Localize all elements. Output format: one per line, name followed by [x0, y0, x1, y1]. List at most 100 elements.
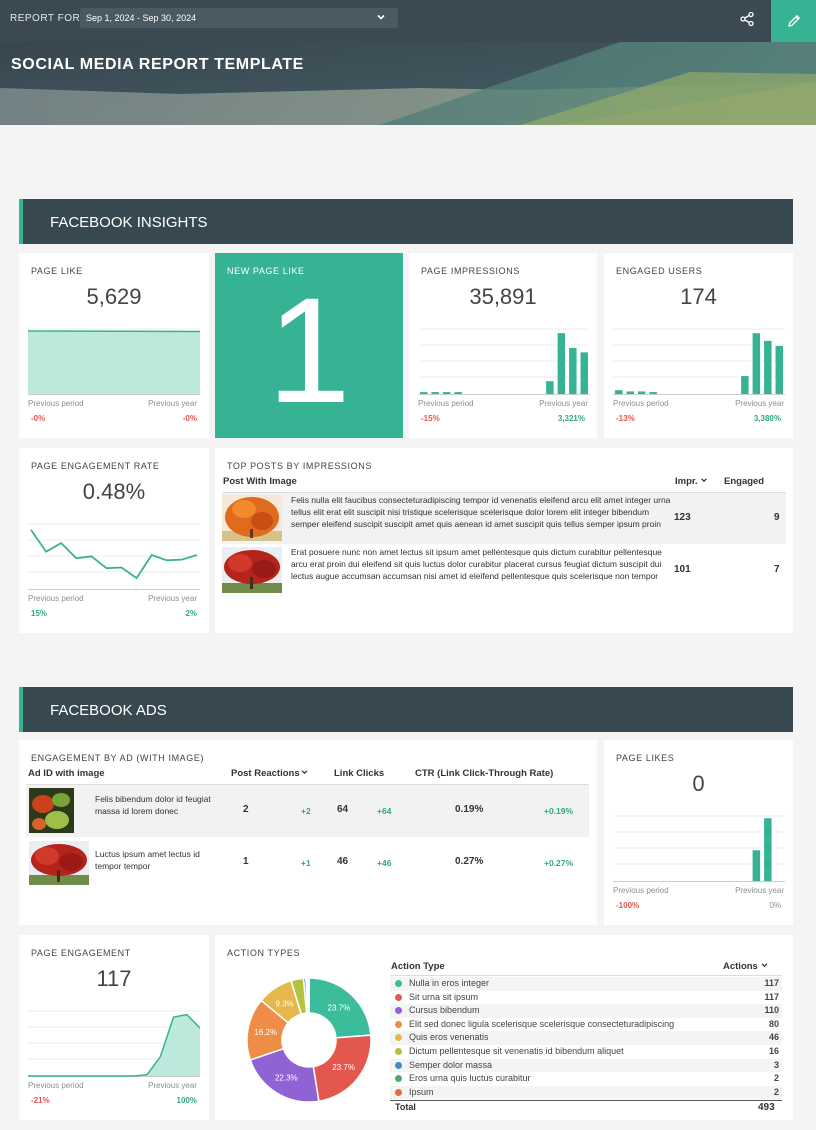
new-page-like-card: NEW PAGE LIKE 1: [215, 253, 403, 438]
column-header-impressions[interactable]: Impr.: [675, 476, 708, 487]
card-title: PAGE ENGAGEMENT RATE: [31, 461, 160, 471]
card-title: PAGE IMPRESSIONS: [421, 266, 520, 276]
bar: [442, 392, 451, 394]
previous-year-label: Previous year: [539, 399, 588, 408]
bar: [741, 376, 749, 394]
previous-year-change: 3,380%: [753, 414, 781, 423]
total-value: 493: [758, 1102, 775, 1113]
metric-value: 174: [680, 284, 717, 309]
share-icon: [740, 11, 754, 27]
column-header-label: Impr.: [675, 476, 698, 487]
date-range-select[interactable]: Sep 1, 2024 - Sep 30, 2024: [80, 8, 398, 28]
facebook-insights-header: FACEBOOK INSIGHTS: [19, 199, 793, 244]
previous-period-change: -13%: [616, 414, 635, 423]
action-type-label: Elit sed donec ligula scelerisque sceler…: [409, 1018, 675, 1029]
edit-button[interactable]: [771, 0, 816, 42]
post-text: Erat posuere nunc non amet lectus sit ip…: [291, 547, 662, 581]
action-type-label: Sit urna sit ipsum: [409, 991, 479, 1002]
action-type-row[interactable]: Eros urna quis luctus curabitur 2: [390, 1072, 782, 1086]
bar: [615, 390, 623, 394]
card-title: PAGE ENGAGEMENT: [31, 948, 131, 958]
legend-dot: [395, 1048, 402, 1055]
previous-period-change: -0%: [31, 414, 46, 423]
bar: [569, 347, 577, 394]
pie-label: 23.7%: [332, 1063, 355, 1072]
area-chart: [28, 328, 200, 395]
post-text: Felis nulla elit faucibus consecteturadi…: [291, 495, 671, 529]
previous-year-label: Previous year: [148, 594, 197, 603]
action-type-row[interactable]: Ipsum 2: [390, 1085, 782, 1100]
table-row[interactable]: Felis bibendum dolor id feugiat massa id…: [26, 785, 589, 837]
previous-period-change: -21%: [31, 1096, 50, 1105]
bar-chart: [418, 328, 590, 395]
page-like-card: PAGE LIKE 5,629 Previous period Previous…: [19, 253, 209, 438]
column-header-actions[interactable]: Actions: [723, 961, 769, 972]
impressions-value: 101: [674, 564, 691, 575]
action-type-row[interactable]: Elit sed donec ligula scelerisque sceler…: [390, 1018, 782, 1032]
share-button[interactable]: [732, 6, 762, 32]
bar: [752, 333, 761, 394]
ad-thumbnail: [29, 788, 74, 833]
report-for-label: REPORT FOR: [10, 13, 81, 24]
table-row[interactable]: Felis nulla elit faucibus consecteturadi…: [222, 493, 786, 544]
card-title: PAGE LIKE: [31, 266, 83, 276]
divider: [26, 784, 589, 785]
report-title: SOCIAL MEDIA REPORT TEMPLATE: [11, 56, 304, 73]
chevron-down-icon: [377, 14, 385, 20]
previous-period-label: Previous period: [418, 399, 474, 408]
column-header-ctr: CTR (Link Click-Through Rate): [415, 768, 554, 779]
action-type-value: 2: [773, 1086, 779, 1097]
ctr-delta: +0.27%: [544, 858, 574, 868]
legend-dot: [395, 1061, 402, 1069]
reactions-delta: +2: [301, 806, 311, 816]
action-type-row[interactable]: Quis eros venenatis 46: [390, 1031, 782, 1045]
action-type-value: 80: [768, 1018, 779, 1029]
ad-text: Felis bibendum dolor id feugiat massa id…: [95, 794, 211, 816]
action-type-row[interactable]: Nulla in eros integer 117: [390, 977, 782, 991]
card-title: PAGE LIKES: [616, 753, 675, 763]
table-row[interactable]: Luctus ipsum amet lectus id tempor tempo…: [26, 838, 589, 888]
column-header-post: Post With Image: [223, 476, 297, 487]
chevron-down-icon: [301, 770, 307, 775]
pie-slice: [249, 1047, 320, 1103]
card-title: TOP POSTS BY IMPRESSIONS: [227, 461, 372, 471]
action-type-value: 16: [768, 1046, 779, 1056]
previous-period-change: -15%: [421, 414, 440, 423]
total-label: Total: [395, 1102, 416, 1112]
pencil-icon: [787, 14, 800, 27]
column-header-engaged: Engaged: [724, 476, 765, 487]
action-type-row[interactable]: Dictum pellentesque sit venenatis id bib…: [390, 1045, 782, 1059]
previous-period-label: Previous period: [28, 1081, 84, 1090]
column-header-clicks: Link Clicks: [334, 768, 385, 779]
page-impressions-card: PAGE IMPRESSIONS 35,891 Previous period …: [409, 253, 597, 438]
date-range-value: Sep 1, 2024 - Sep 30, 2024: [86, 13, 197, 23]
legend-dot: [395, 993, 402, 1001]
banner-background: [0, 42, 816, 125]
impressions-value: 123: [674, 512, 691, 523]
pie-label: 9.3%: [276, 999, 294, 1008]
action-type-row[interactable]: Sit urna sit ipsum 117: [390, 991, 782, 1005]
engaged-value: 7: [774, 564, 780, 575]
action-type-row[interactable]: Cursus bibendum 110: [390, 1004, 782, 1018]
area-fill: [28, 1014, 200, 1076]
column-header-action-type: Action Type: [391, 961, 445, 972]
previous-period-label: Previous period: [28, 399, 84, 408]
pie-label: 16.2%: [254, 1028, 277, 1037]
table-row[interactable]: Erat posuere nunc non amet lectus sit ip…: [222, 545, 786, 596]
previous-year-change: 2%: [185, 609, 197, 618]
action-type-row[interactable]: Semper dolor massa 3: [390, 1058, 782, 1073]
previous-year-change: 3,321%: [557, 414, 585, 423]
pie-slice: [312, 1034, 372, 1103]
pie-label: 23.7%: [328, 1004, 351, 1013]
column-header-reactions[interactable]: Post Reactions: [231, 768, 309, 779]
metric-value: 117: [96, 966, 132, 991]
action-type-label: Semper dolor massa: [409, 1059, 493, 1070]
bar: [420, 392, 428, 394]
bar: [557, 333, 566, 394]
legend-dot: [395, 1034, 402, 1042]
legend-dot: [395, 1007, 402, 1015]
clicks-value: 64: [337, 804, 349, 815]
previous-period-change: -100%: [616, 901, 640, 910]
action-type-label: Cursus bibendum: [409, 1005, 480, 1016]
bar: [649, 392, 657, 394]
